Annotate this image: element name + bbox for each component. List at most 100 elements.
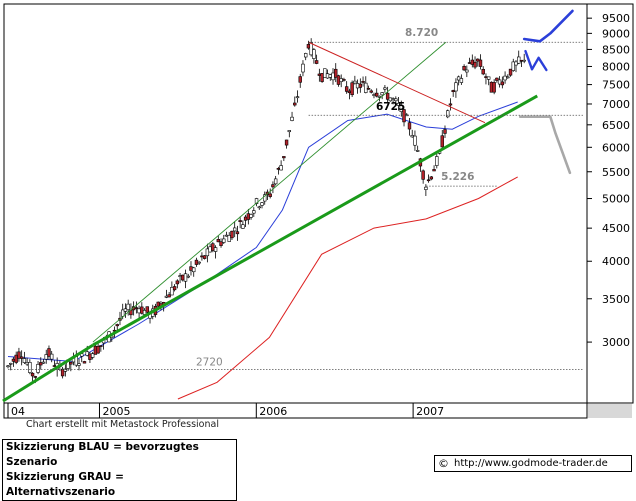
candle-body (69, 362, 73, 365)
candle-body (446, 110, 450, 118)
candle-body (500, 81, 505, 86)
candle-body (99, 345, 103, 347)
candle-body (489, 81, 494, 93)
candle-body (60, 368, 65, 377)
candle-body (137, 308, 141, 314)
candle-body (372, 94, 376, 96)
candle-body (25, 362, 29, 365)
candle-body (14, 354, 18, 363)
candle-body (497, 79, 502, 85)
candle-body (320, 73, 324, 82)
candle-body (194, 259, 199, 265)
candle-body (325, 73, 330, 79)
candle-body (208, 246, 212, 253)
candle-body (467, 62, 472, 64)
scenarios (519, 9, 574, 175)
scenario-blue-zigzag (524, 49, 548, 72)
candle-body (336, 75, 341, 85)
candle-body (377, 95, 382, 98)
candle-body (249, 214, 253, 218)
candle-body (375, 92, 379, 97)
candle-body (522, 59, 526, 62)
candle-body (303, 53, 308, 58)
candle-body (126, 303, 130, 310)
y-tick-label: 4500 (602, 222, 630, 235)
candle-body (424, 186, 428, 190)
candle-body (156, 301, 160, 307)
y-tick-label: 6000 (602, 141, 630, 154)
candle-body (238, 220, 242, 223)
y-tick-label: 7000 (602, 98, 630, 111)
candle-body (306, 44, 311, 49)
candle-body (6, 365, 10, 368)
y-tick-label: 8500 (602, 43, 630, 56)
y-axis: 9500 9000 8500 8000 7500 7000 6500 6000 5500 5000… (587, 12, 630, 349)
candle-body (39, 362, 43, 366)
candle-body (145, 306, 149, 313)
candle-body (508, 68, 513, 76)
candle-body (486, 76, 491, 80)
candle-body (481, 68, 485, 75)
candle-body (317, 73, 322, 76)
candle-body (263, 194, 267, 202)
candle-body (178, 275, 182, 277)
candle-body (347, 90, 352, 94)
candle-body (413, 135, 417, 146)
candle-body (167, 294, 171, 298)
candle-body (172, 286, 177, 291)
candle-body (478, 59, 483, 67)
moving-average-red (177, 176, 518, 400)
candle-body (383, 87, 387, 90)
thin-trend-line (92, 41, 447, 343)
candle-body (369, 90, 373, 93)
candle-body (290, 116, 294, 121)
candle-body (273, 178, 278, 185)
candle-body (164, 295, 169, 298)
candle-body (224, 234, 229, 237)
candle-body (514, 61, 518, 66)
candle-body (323, 68, 327, 78)
candle-body (328, 74, 332, 78)
x-tick-label: 2005 (102, 405, 130, 418)
candle-body (353, 80, 357, 84)
level-label: 8.720 (405, 27, 438, 39)
candle-body (440, 135, 444, 148)
candle-body (293, 102, 297, 106)
x-axis: 04 2005 2006 2007 (7, 403, 444, 418)
candle-body (41, 361, 46, 364)
candle-body (459, 78, 464, 83)
trend-lines (2, 41, 538, 403)
candle-body (252, 210, 256, 214)
candle-body (49, 353, 54, 360)
candle-body (364, 82, 368, 93)
candle-body (391, 98, 395, 100)
candle-body (451, 90, 455, 93)
y-tick-label: 8000 (602, 60, 630, 73)
x-tick-label: 2006 (259, 405, 287, 418)
y-tick-label: 5000 (602, 193, 630, 206)
candle-body (279, 165, 283, 171)
candle-body (9, 362, 13, 365)
candle-body (88, 353, 92, 360)
candle-body (140, 306, 144, 314)
credit-link[interactable]: © http://www.godmode-trader.de (434, 455, 632, 472)
plot-area (3, 3, 588, 404)
candle-body (44, 354, 48, 360)
candle-body (271, 184, 275, 188)
candle-body (426, 179, 431, 182)
y-tick-label: 7500 (602, 79, 630, 92)
level-label: 5.226 (441, 171, 474, 183)
support-trend-line-ext (2, 343, 94, 403)
candle-body (246, 213, 251, 220)
candle-body (495, 77, 499, 81)
chart-frame (3, 3, 634, 419)
candle-body (462, 65, 466, 71)
candle-body (396, 102, 401, 106)
axis-corner-pattern (588, 404, 632, 418)
candle-body (77, 363, 81, 366)
ma-blue-line (7, 101, 518, 363)
candle-body (429, 176, 434, 180)
candle-body (366, 88, 371, 90)
levels: 8.720 6725 5.226 2720 (8, 27, 583, 371)
candle-body (407, 122, 412, 130)
